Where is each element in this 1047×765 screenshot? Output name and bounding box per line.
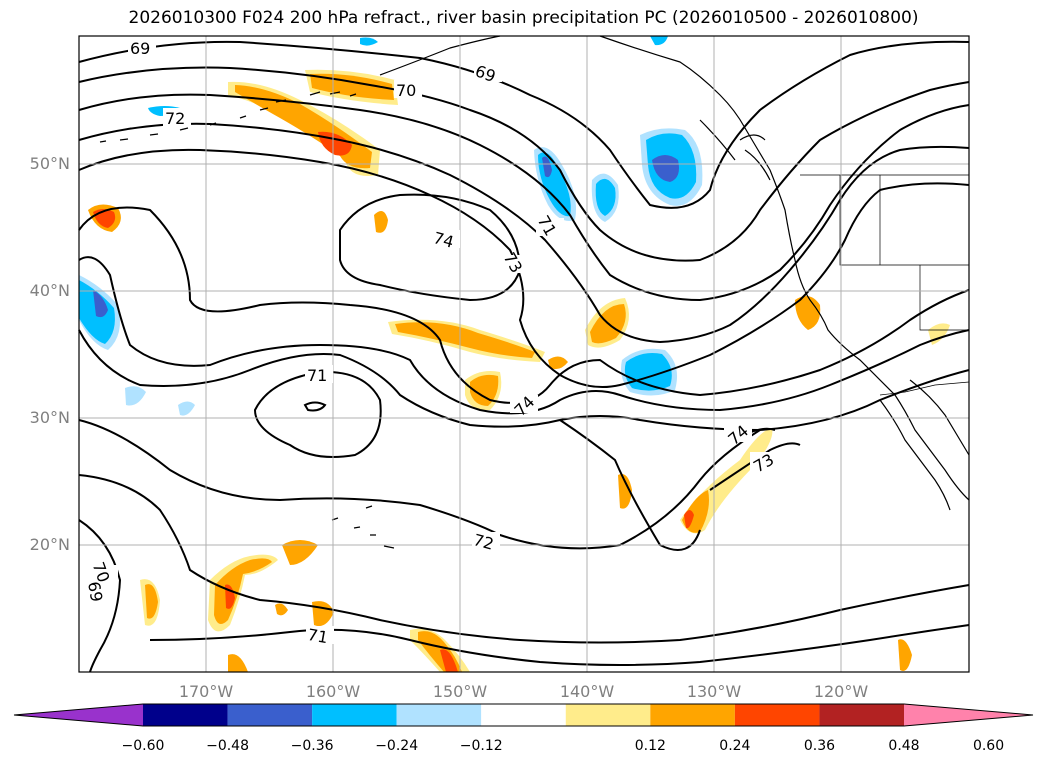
colorbar-tick-label: −0.48 xyxy=(206,738,249,754)
precip-blob xyxy=(440,649,458,672)
precip-blob xyxy=(395,322,535,358)
coastlines xyxy=(99,35,970,549)
lat-label: 40°N xyxy=(29,281,70,300)
precip-blob xyxy=(374,211,388,233)
figure-title: 2026010300 F024 200 hPa refract., river … xyxy=(128,8,919,28)
coast-alaska xyxy=(599,35,970,501)
precip-blob xyxy=(360,37,378,46)
lon-label: 170°W xyxy=(178,682,234,701)
colorbar-extend-right xyxy=(904,704,1033,726)
lon-label: 140°W xyxy=(559,682,615,701)
precip-blob xyxy=(898,639,912,671)
precip-blob xyxy=(282,540,318,565)
contour-69-north xyxy=(78,40,970,209)
precip-blob xyxy=(275,603,288,616)
precip-blob xyxy=(178,401,195,416)
colorbar-swatch xyxy=(819,704,904,726)
colorbar-swatch xyxy=(734,704,820,726)
precip-blob xyxy=(470,374,499,406)
precip-blob xyxy=(93,290,108,318)
contour-label: 72 xyxy=(471,530,496,554)
lon-label: 150°W xyxy=(432,682,488,701)
graticule xyxy=(79,36,969,672)
colorbar-swatch xyxy=(481,704,566,726)
lon-label: 120°W xyxy=(813,682,869,701)
colorbar-tick-label: 0.48 xyxy=(888,738,920,754)
precip-blob xyxy=(684,510,694,529)
coast-aleutians xyxy=(99,91,357,143)
colorbar-extend-left xyxy=(14,704,143,726)
shaded-precip xyxy=(79,36,950,672)
colorbar-tick-label: 0.24 xyxy=(719,738,751,754)
contour-71-ring xyxy=(253,370,382,458)
colorbar-swatch xyxy=(565,704,651,726)
lat-label: 20°N xyxy=(29,535,70,554)
contour-label: 71 xyxy=(307,366,327,385)
contour-label: 69 xyxy=(130,39,150,58)
colorbar-tick-label: 0.60 xyxy=(972,738,1005,754)
coast-bc xyxy=(699,119,771,181)
colorbar-tick-label: 0.12 xyxy=(634,738,666,754)
colorbar-tick-label: 0.36 xyxy=(803,738,836,754)
colorbar-swatch xyxy=(143,704,228,726)
precip-blob xyxy=(542,156,552,178)
coast-mainland-mx xyxy=(909,379,970,456)
contour-73-north xyxy=(78,148,970,388)
colorbar-swatch xyxy=(312,704,397,726)
colorbar-tick-label: −0.12 xyxy=(459,738,503,754)
contour-label: 71 xyxy=(306,625,329,647)
contour-70-south xyxy=(78,474,970,644)
colorbar-tick-label: −0.36 xyxy=(290,738,334,754)
contour-73-mid xyxy=(78,256,970,415)
contour-label: 74 xyxy=(431,228,456,252)
colorbar-swatch xyxy=(396,704,482,726)
lat-label: 50°N xyxy=(29,154,70,173)
hawaii xyxy=(331,505,395,549)
coast-gulf-alaska xyxy=(379,35,501,76)
contour-72-east xyxy=(559,419,701,551)
colorbar xyxy=(13,703,1034,727)
contour-small-ring xyxy=(303,401,327,412)
coast-baja xyxy=(879,399,951,511)
contour-70-north xyxy=(78,66,970,262)
contour-label: 70 xyxy=(396,81,416,100)
precip-blob xyxy=(652,155,679,182)
precip-blob xyxy=(548,356,568,370)
precip-blob xyxy=(125,386,146,406)
colorbar-tick-label: −0.60 xyxy=(121,738,165,754)
colorbar-tick-label: −0.24 xyxy=(375,738,419,754)
contour-72-mid xyxy=(78,329,970,432)
precip-blob xyxy=(228,654,248,672)
precip-blob xyxy=(145,584,158,619)
precip-blob xyxy=(650,36,668,46)
borders xyxy=(800,174,970,396)
border-states xyxy=(839,175,969,331)
contour-69-south xyxy=(78,519,122,673)
border-us-mexico xyxy=(879,381,970,396)
colorbar-outline xyxy=(13,703,1034,727)
contour-72-south xyxy=(78,419,761,550)
lon-label: 130°W xyxy=(686,682,742,701)
contour-73-south xyxy=(709,442,801,491)
lat-label: 30°N xyxy=(29,408,70,427)
colorbar-swatch xyxy=(227,704,313,726)
contour-74-mid xyxy=(78,206,970,404)
lon-label: 160°W xyxy=(305,682,361,701)
precip-blob xyxy=(595,178,616,216)
map-frame xyxy=(78,35,970,673)
contour-71-south xyxy=(149,624,970,666)
precip-blob xyxy=(618,474,632,509)
colorbar-swatch xyxy=(650,704,735,726)
contour-label: 69 xyxy=(84,580,106,603)
precip-blob xyxy=(310,73,394,100)
contour-label: 72 xyxy=(165,109,185,128)
contour-labels: 69 72 70 69 74 71 73 71 74 74 73 72 70 6… xyxy=(84,38,778,647)
